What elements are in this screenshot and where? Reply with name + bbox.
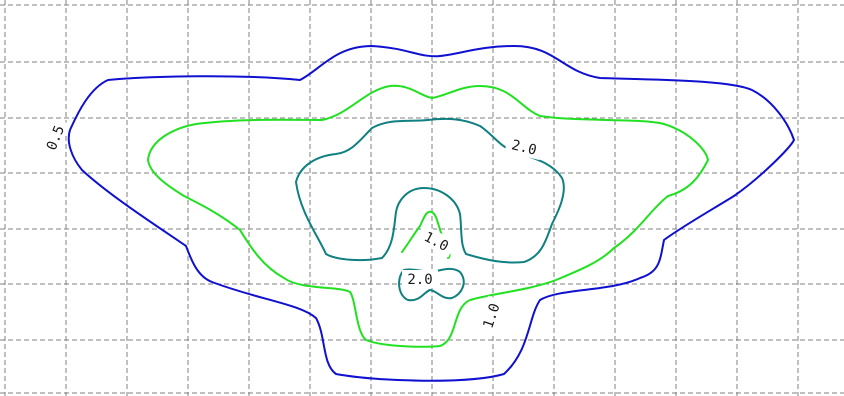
label-2.0-upper: 2.0	[504, 133, 544, 161]
contour-2.0-inner	[295, 117, 565, 264]
contour-1.0-outer	[147, 84, 709, 348]
svg-text:1.0: 1.0	[480, 301, 503, 330]
contour-0.5	[67, 45, 795, 382]
svg-text:2.0: 2.0	[510, 137, 538, 159]
label-2.0-lower: 2.0	[402, 270, 438, 288]
svg-text:2.0: 2.0	[407, 272, 432, 288]
label-1.0-lower: 1.0	[476, 295, 506, 336]
